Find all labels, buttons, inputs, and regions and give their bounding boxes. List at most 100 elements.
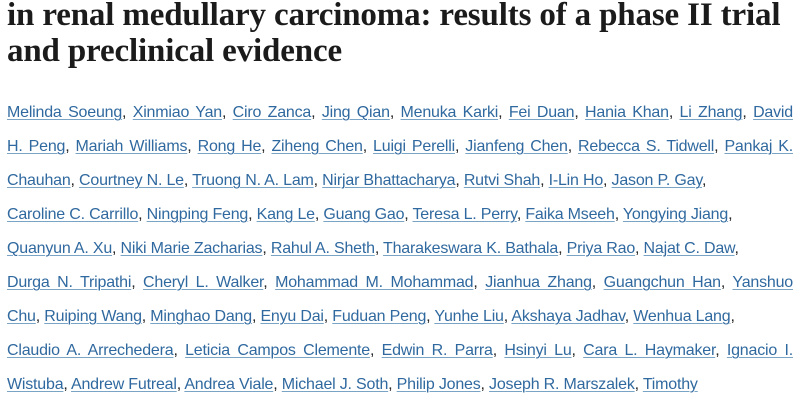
author-link[interactable]: Rebecca S. Tidwell — [578, 138, 715, 155]
author-link[interactable]: Niki Marie Zacharias — [120, 240, 263, 257]
author-link[interactable]: David — [753, 104, 793, 121]
author-link[interactable]: Ningping Feng — [146, 206, 249, 223]
author-link[interactable]: Tharakeswara K. Bathala — [383, 240, 559, 257]
author-link[interactable]: Pankaj K. — [724, 138, 793, 155]
author-separator: , — [187, 138, 198, 155]
author-link[interactable]: Najat C. Daw — [643, 240, 735, 257]
author-link[interactable]: Wistuba — [7, 376, 64, 393]
author-link[interactable]: Mariah Williams — [75, 138, 188, 155]
author-separator: , — [574, 104, 586, 121]
author-link[interactable]: Akshaya Jadhav — [511, 308, 625, 325]
author-link[interactable]: Rong He — [197, 138, 262, 155]
author-link[interactable]: Edwin R. Parra — [381, 342, 493, 359]
author-link[interactable]: Kang Le — [256, 206, 315, 223]
author-link[interactable]: Fei Duan — [508, 104, 575, 121]
author-line: Chu, Ruiping Wang, Minghao Dang, Enyu Da… — [7, 300, 793, 334]
author-separator: , — [221, 104, 233, 121]
author-link[interactable]: Ziheng Chen — [271, 138, 363, 155]
author-link[interactable]: Cheryl L. Walker — [143, 274, 264, 291]
author-separator: , — [492, 342, 505, 359]
author-separator: , — [362, 138, 374, 155]
author-link[interactable]: Menuka Karki — [400, 104, 499, 121]
author-link[interactable]: Teresa L. Perry — [412, 206, 518, 223]
author-link[interactable]: Minghao Dang — [150, 308, 252, 325]
author-link[interactable]: Xinmiao Yan — [132, 104, 222, 121]
author-separator: , — [742, 104, 754, 121]
author-link[interactable]: H. Peng — [7, 138, 66, 155]
author-link[interactable]: Wenhua Lang — [633, 308, 731, 325]
author-separator: , — [480, 376, 490, 393]
author-link[interactable]: Michael J. Soth — [281, 376, 389, 393]
author-separator: , — [498, 104, 509, 121]
author-link[interactable]: Joseph R. Marszalek — [489, 376, 635, 393]
author-separator: , — [714, 138, 725, 155]
author-link[interactable]: Courtney N. Le — [79, 172, 184, 189]
author-separator: , — [426, 308, 435, 325]
author-link[interactable]: Philip Jones — [396, 376, 481, 393]
author-separator: , — [635, 240, 644, 257]
author-link[interactable]: I-Lin Ho — [548, 172, 604, 189]
author-link[interactable]: Leticia Campos Clemente — [185, 342, 370, 359]
author-link[interactable]: Melinda Soeung — [7, 104, 123, 121]
author-separator: , — [454, 138, 466, 155]
author-link[interactable]: Yongying Jiang — [622, 206, 729, 223]
author-link[interactable]: Jianhua Zhang — [485, 274, 592, 291]
author-link[interactable]: Luigi Perelli — [373, 138, 455, 155]
author-link[interactable]: Guang Gao — [323, 206, 405, 223]
author-link[interactable]: Andrew Futreal — [71, 376, 177, 393]
author-link[interactable]: Caroline C. Carrillo — [7, 206, 139, 223]
author-link[interactable]: Li Zhang — [679, 104, 743, 121]
author-separator: , — [173, 342, 186, 359]
author-link[interactable]: Cara L. Haymaker — [583, 342, 716, 359]
author-line: Chauhan, Courtney N. Le, Truong N. A. La… — [7, 164, 793, 198]
author-separator: , — [540, 172, 549, 189]
author-link[interactable]: Guangchun Han — [603, 274, 721, 291]
author-link[interactable]: Jing Qian — [321, 104, 390, 121]
author-separator: , — [311, 104, 322, 121]
author-line: H. Peng, Mariah Williams, Rong He, Zihen… — [7, 130, 793, 164]
author-separator: , — [624, 308, 634, 325]
author-link[interactable]: Rutvi Shah — [463, 172, 541, 189]
author-link[interactable]: Priya Rao — [566, 240, 636, 257]
author-line: Caroline C. Carrillo, Ningping Feng, Kan… — [7, 198, 793, 232]
author-link[interactable]: Hania Khan — [585, 104, 669, 121]
author-separator: , — [65, 138, 76, 155]
author-separator: , — [728, 206, 733, 223]
author-link[interactable]: Ignacio I. — [726, 342, 793, 359]
author-link[interactable]: Truong N. A. Lam — [192, 172, 314, 189]
author-separator: , — [715, 342, 727, 359]
article-title: in renal medullary carcinoma: results of… — [7, 0, 781, 69]
author-link[interactable]: Nirjar Bhattacharya — [322, 172, 456, 189]
author-link[interactable]: Ruiping Wang — [44, 308, 142, 325]
author-separator: , — [131, 274, 144, 291]
author-link[interactable]: Chauhan — [7, 172, 71, 189]
author-link[interactable]: Hsinyi Lu — [504, 342, 572, 359]
author-separator: , — [558, 240, 567, 257]
author-separator: , — [730, 308, 735, 325]
author-link[interactable]: Faika Mseeh — [525, 206, 615, 223]
author-link[interactable]: Quanyun A. Xu — [7, 240, 113, 257]
author-link[interactable]: Jianfeng Chen — [465, 138, 568, 155]
author-separator: , — [503, 308, 512, 325]
author-link[interactable]: Enyu Dai — [260, 308, 324, 325]
author-link[interactable]: Chu — [7, 308, 36, 325]
author-link[interactable]: Jason P. Gay — [611, 172, 703, 189]
author-link[interactable]: Rahul A. Sheth — [270, 240, 375, 257]
author-link[interactable]: Ciro Zanca — [232, 104, 312, 121]
author-separator: , — [63, 376, 72, 393]
author-line: Durga N. Tripathi, Cheryl L. Walker, Moh… — [7, 266, 793, 300]
author-separator: , — [720, 274, 733, 291]
author-line: Melinda Soeung, Xinmiao Yan, Ciro Zanca,… — [7, 96, 793, 130]
author-separator: , — [273, 376, 282, 393]
author-link[interactable]: Andrea Viale — [184, 376, 274, 393]
author-separator: , — [251, 308, 261, 325]
author-link[interactable]: Claudio A. Arrechedera — [7, 342, 174, 359]
author-link[interactable]: Mohammad M. Mohammad — [275, 274, 474, 291]
author-link[interactable]: Yanshuo — [732, 274, 793, 291]
author-separator: , — [455, 172, 464, 189]
author-link[interactable]: Yunhe Liu — [434, 308, 504, 325]
author-link[interactable]: Fuduan Peng — [332, 308, 427, 325]
author-separator: , — [734, 240, 739, 257]
author-link[interactable]: Durga N. Tripathi — [7, 274, 132, 291]
author-link[interactable]: Timothy — [642, 376, 698, 393]
